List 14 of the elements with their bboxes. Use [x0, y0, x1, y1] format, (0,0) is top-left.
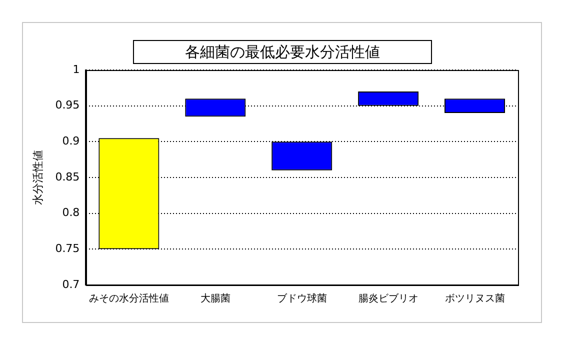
- x-tick-label: 腸炎ビブリオ: [358, 292, 418, 305]
- x-tick-label: ボツリヌス菌: [444, 292, 505, 305]
- y-tick-label: 0.9: [62, 134, 80, 148]
- y-tick-label: 0.95: [55, 98, 80, 112]
- y-tick-label: 0.75: [55, 242, 80, 256]
- x-tick-label: ブドウ球菌: [276, 292, 327, 305]
- y-tick-label: 0.8: [62, 206, 80, 220]
- y-tick-label: 1: [72, 62, 80, 76]
- x-tick-label: みその水分活性値: [88, 292, 169, 305]
- y-tick-label: 0.85: [55, 170, 80, 184]
- chart-title: 各細菌の最低必要水分活性値: [133, 40, 432, 64]
- y-tick-label: 0.7: [62, 278, 80, 291]
- y-axis-title: 水分活性値: [31, 150, 44, 205]
- x-tick-label: 大腸菌: [200, 292, 230, 305]
